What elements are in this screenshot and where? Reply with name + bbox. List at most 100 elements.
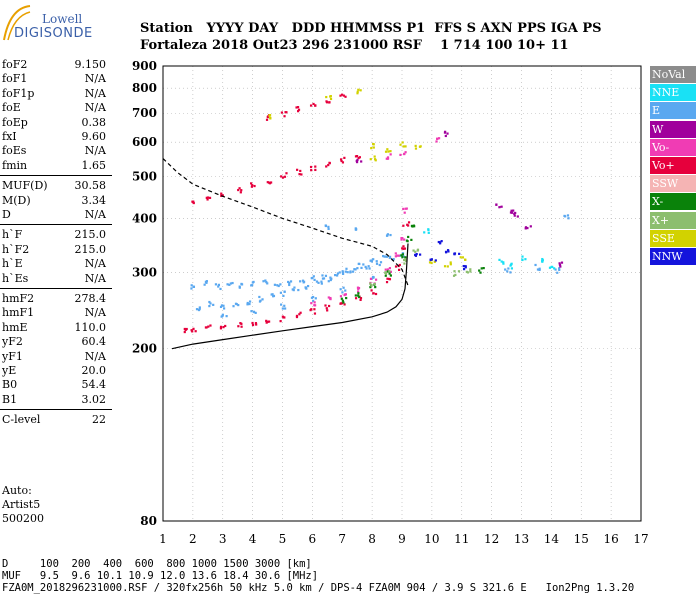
echo-point-vo (205, 196, 208, 199)
echo-point-vo (407, 221, 411, 224)
echo-point-e (399, 254, 402, 257)
echo-point-e (228, 283, 231, 286)
echo-point-e (222, 304, 225, 307)
echo-point-sse (357, 88, 360, 91)
echo-point-e (284, 307, 287, 310)
echo-point-e (509, 271, 512, 274)
echo-point-vo (356, 286, 360, 289)
param-separator (0, 409, 112, 411)
echo-point-sse (359, 89, 362, 92)
echo-point-e (324, 224, 328, 228)
echo-point-vo (374, 292, 378, 296)
param-name: yF2 (2, 335, 23, 349)
auto-version: 500200 (2, 512, 44, 525)
echo-point-nnw (464, 266, 467, 269)
param-row: foEs N/A (2, 144, 106, 158)
digisonde-logo-icon (3, 5, 31, 41)
echo-point-x (386, 270, 389, 273)
echo-point-sse (387, 150, 390, 153)
echo-point-e (321, 277, 325, 280)
echo-point-e (367, 265, 370, 268)
echo-point-vo (219, 325, 223, 328)
echo-point-vo (386, 268, 390, 271)
echo-point-vo (265, 118, 269, 121)
echo-point-x (374, 285, 377, 289)
param-value: N/A (84, 144, 106, 158)
legend-item-nnw: NNW (650, 248, 696, 265)
param-value: 22 (92, 413, 106, 427)
echo-point-vo (342, 94, 345, 97)
param-value: 54.4 (81, 378, 107, 392)
echo-point-e (351, 270, 355, 273)
echo-point-w (446, 132, 449, 135)
echo-point-nnw (440, 240, 443, 243)
echo-point-sse (374, 159, 377, 162)
echo-point-e (356, 267, 359, 270)
param-row: D N/A (2, 208, 106, 222)
profile-curve-dashed (162, 158, 409, 286)
param-value: N/A (84, 349, 106, 363)
x-tick-label: 7 (338, 532, 346, 546)
echo-point-e (341, 270, 344, 273)
echo-point-vo (404, 207, 407, 210)
echo-point-nnw (445, 251, 448, 254)
echo-point-x (388, 270, 391, 273)
x-tick-label: 14 (544, 532, 560, 546)
echo-point-x (384, 274, 387, 277)
echo-point-vo (344, 293, 347, 296)
echo-point-x (369, 286, 372, 289)
param-name: yE (2, 364, 17, 377)
echo-point-x (341, 299, 344, 302)
echo-point-e (364, 265, 367, 268)
x-tick-label: 8 (368, 532, 376, 546)
echo-point-e (341, 272, 345, 275)
header-line-2: Fortaleza 2018 Out23 296 231000 RSF 1 71… (140, 38, 569, 53)
echo-point-vo (324, 304, 327, 307)
param-row: hmE 110.0 (2, 321, 106, 335)
param-separator (0, 288, 112, 289)
param-name: fmin (2, 158, 28, 172)
x-tick-label: 6 (309, 532, 317, 546)
echo-point-vo (313, 312, 317, 315)
echo-point-nnw (447, 250, 450, 253)
echo-point-e (401, 252, 404, 255)
echo-point-vo (251, 323, 255, 327)
echo-point-nne (550, 265, 553, 269)
echo-point-vo (403, 211, 406, 214)
echo-point-nne (500, 260, 503, 263)
echo-point-x (369, 282, 372, 285)
echo-point-vo (339, 302, 342, 305)
echo-point-x (469, 268, 472, 271)
param-value: 215.0 (74, 228, 107, 242)
echo-point-e (288, 281, 291, 285)
echo-point-vo (358, 156, 361, 159)
echo-point-e (327, 227, 330, 231)
echo-point-sse (389, 150, 392, 153)
echo-point-e (314, 297, 317, 300)
echo-point-e (357, 262, 360, 265)
param-value: 110.0 (74, 320, 107, 334)
y-tick-label: 200 (132, 342, 157, 356)
echo-point-vo (309, 104, 313, 107)
param-value: 215.0 (74, 242, 107, 256)
echo-point-e (190, 284, 193, 287)
echo-point-vo (394, 252, 397, 255)
echo-point-e (538, 268, 541, 272)
echo-point-vo (296, 168, 299, 171)
echo-point-nne (553, 267, 556, 270)
echo-point-vo (240, 322, 243, 325)
echo-point-x (457, 270, 461, 273)
echo-point-w (360, 160, 363, 163)
echo-point-e (276, 284, 279, 287)
echo-point-vo (206, 198, 209, 201)
echo-point-e (320, 282, 323, 285)
echo-point-e (192, 285, 195, 288)
echo-point-e (219, 305, 223, 309)
echo-point-x (357, 294, 360, 297)
echo-point-w (558, 263, 562, 266)
header-line-1: Station YYYY DAY DDD HHMMSS P1 FFS S AXN… (140, 21, 602, 36)
echo-point-e (341, 291, 344, 294)
echo-point-e (554, 268, 557, 271)
echo-point-x (388, 272, 391, 275)
echo-point-e (222, 307, 226, 310)
